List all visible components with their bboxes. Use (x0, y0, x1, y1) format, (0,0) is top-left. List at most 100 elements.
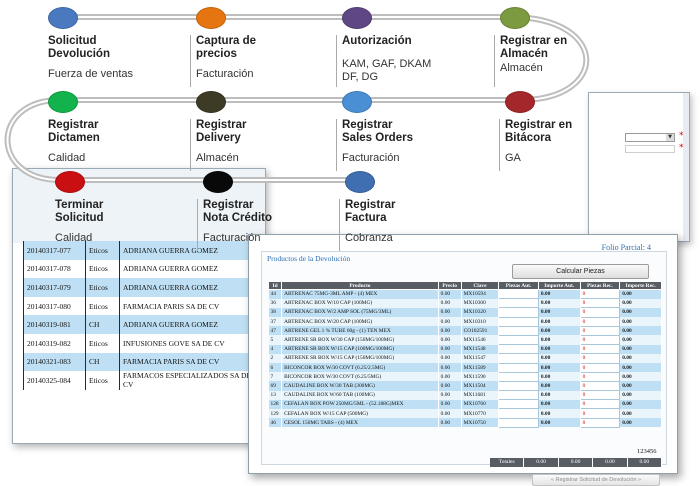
amount-auth-cell: 0.00 (538, 408, 581, 419)
pieces-rec-input[interactable]: 0 (579, 399, 621, 410)
pieces-auth-input[interactable] (498, 362, 539, 373)
pieces-auth-input[interactable] (498, 307, 539, 318)
table-row[interactable]: 20140325-084 Eticos FARMACOS ESPECIALIZADO… (23, 371, 255, 390)
pieces-auth-input[interactable] (498, 316, 539, 327)
pieces-auth-input[interactable] (498, 288, 539, 300)
channel-cell: Eticos (85, 333, 120, 353)
step-divider (336, 119, 337, 171)
request-id-cell: 20140319-082 (23, 333, 86, 353)
product-cell: ARTRENAC BOX W/2 AMP SOL (75MG/3ML) (281, 307, 439, 318)
price-cell: 0.00 (438, 298, 462, 308)
pieces-rec-input[interactable]: 0 (579, 325, 621, 336)
step-title: Captura de precios (196, 35, 257, 60)
step-circle-icon (505, 91, 535, 113)
table-row[interactable]: 20140317-079 Eticos ADRIANA GUERRA GOMEZ (23, 278, 255, 297)
pieces-auth-input[interactable] (498, 371, 539, 382)
select-field[interactable]: ▼ (625, 133, 675, 142)
table-row: 47 ARTRENE GEL 1 % TUBE 60g - (1) TEN MEX… (268, 325, 662, 336)
pieces-auth-input[interactable] (498, 344, 539, 355)
customer-cell: ADRIANA GUERRA GOMEZ (119, 315, 255, 334)
table-row[interactable]: 20140321-083 CH FARMACIA PARIS SA DE CV (23, 352, 255, 372)
step-circle-icon (55, 171, 85, 193)
step-role: KAM, GAF, DKAM DF, DG (342, 58, 432, 83)
pieces-auth-input[interactable] (498, 390, 539, 401)
pieces-rec-input[interactable]: 0 (579, 362, 621, 373)
products-panel: Productos de la Devolución Calcular Piez… (261, 251, 667, 486)
id-cell: 46 (268, 418, 283, 428)
amount-rec-cell: 0.00 (619, 307, 662, 318)
amount-auth-cell: 0.00 (538, 289, 581, 299)
price-cell: 0.00 (438, 372, 462, 382)
table-row[interactable]: 20140319-082 Eticos INFUSIONES GOVE SA DE … (23, 333, 255, 353)
code-cell: MX10320 (461, 307, 500, 318)
product-cell: CAUDALINE BOX W/30 TAB (300MG) (281, 381, 439, 391)
totals-bar: Totales 0.00 0.00 0.00 0.00 (490, 458, 663, 467)
code-cell: MX10594 (461, 289, 500, 299)
step-circle-icon (48, 91, 78, 113)
step-role: Facturación (203, 232, 261, 244)
column-header: Id (267, 281, 283, 290)
pieces-rec-input[interactable]: 0 (579, 353, 621, 364)
price-cell: 0.00 (438, 335, 462, 345)
amount-rec-cell: 0.00 (619, 353, 662, 363)
step-title: Registrar Sales Orders (342, 119, 413, 144)
code-cell: MX10760 (461, 399, 500, 409)
product-cell: CESOL 150MG TABS - (4) MEX (281, 418, 439, 428)
pieces-auth-input[interactable] (498, 380, 539, 392)
text-field[interactable] (625, 145, 675, 153)
register-return-button[interactable]: « Registrar Solicitud de Devolución » (532, 474, 660, 486)
pieces-rec-input[interactable]: 0 (579, 298, 621, 309)
pieces-auth-input[interactable] (498, 353, 539, 364)
pieces-rec-input[interactable]: 0 (579, 371, 621, 382)
pieces-rec-input[interactable]: 0 (579, 334, 621, 346)
product-cell: ARTRENE SR BOX W/15 CAP (150MG/100MG) (281, 353, 439, 363)
chevron-down-icon[interactable]: ▼ (666, 134, 674, 141)
pieces-auth-input[interactable] (498, 399, 539, 410)
total-value: 0.00 (524, 458, 559, 467)
pieces-rec-input[interactable]: 0 (579, 380, 621, 392)
extra-value: 123456 (637, 448, 657, 455)
id-cell: 7 (268, 372, 283, 382)
amount-auth-cell: 0.00 (538, 381, 581, 391)
pieces-rec-input[interactable]: 0 (579, 288, 621, 300)
column-header: Importe Aut. (537, 281, 581, 290)
amount-rec-cell: 0.00 (619, 317, 662, 327)
table-row[interactable]: 20140317-078 Eticos ADRIANA GUERRA GOMEZ (23, 259, 255, 279)
pieces-rec-input[interactable]: 0 (579, 316, 621, 327)
channel-cell: Eticos (85, 241, 120, 260)
pieces-rec-input[interactable]: 0 (579, 408, 621, 419)
pieces-rec-input[interactable]: 0 (579, 344, 621, 355)
table-row[interactable]: 20140317-077 Eticos ADRIANA GUERRA GOMEZ (23, 241, 255, 260)
channel-cell: Eticos (85, 371, 120, 390)
pieces-auth-input[interactable] (498, 325, 539, 336)
calculate-pieces-button[interactable]: Calcular Piezas (512, 264, 649, 279)
code-cell: MX11504 (461, 381, 500, 391)
pieces-auth-input[interactable] (498, 334, 539, 346)
pieces-auth-input[interactable] (498, 408, 539, 419)
step-title: Registrar Factura (345, 199, 396, 224)
id-cell: 36 (268, 298, 283, 308)
scrollbar[interactable] (683, 93, 689, 241)
step-role: Almacén (500, 62, 543, 74)
price-cell: 0.00 (438, 317, 462, 327)
amount-auth-cell: 0.00 (538, 399, 581, 409)
pieces-auth-input[interactable] (498, 417, 539, 428)
table-row[interactable]: 20140317-080 Eticos FARMACIA PARIS SA DE C… (23, 296, 255, 316)
table-row: 13 CAUDALINE BOX W/60 TAB (100MG) 0.00 MX11… (268, 390, 662, 401)
table-row[interactable]: 20140319-081 CH ADRIANA GUERRA GOMEZ (23, 315, 255, 334)
pieces-rec-input[interactable]: 0 (579, 417, 621, 428)
total-value: 0.00 (593, 458, 628, 467)
step-divider (336, 35, 337, 87)
code-cell: MX10300 (461, 298, 500, 308)
pieces-auth-input[interactable] (498, 298, 539, 309)
price-cell: 0.00 (438, 408, 462, 419)
step-title: Registrar Dictamen (48, 119, 100, 144)
step-role: Facturación (196, 68, 254, 80)
pieces-rec-input[interactable]: 0 (579, 390, 621, 401)
column-header: Piezas Aut. (498, 281, 539, 290)
pieces-rec-input[interactable]: 0 (579, 307, 621, 318)
step-title: Solicitud Devolución (48, 35, 110, 60)
table-row: 4 ARTRENE SR BOX W/15 CAP (100MG/100MG) 0.… (268, 344, 662, 355)
product-cell: CEFALAN BOX W/15 CAP (500MG) (281, 408, 439, 419)
amount-auth-cell: 0.00 (538, 344, 581, 354)
